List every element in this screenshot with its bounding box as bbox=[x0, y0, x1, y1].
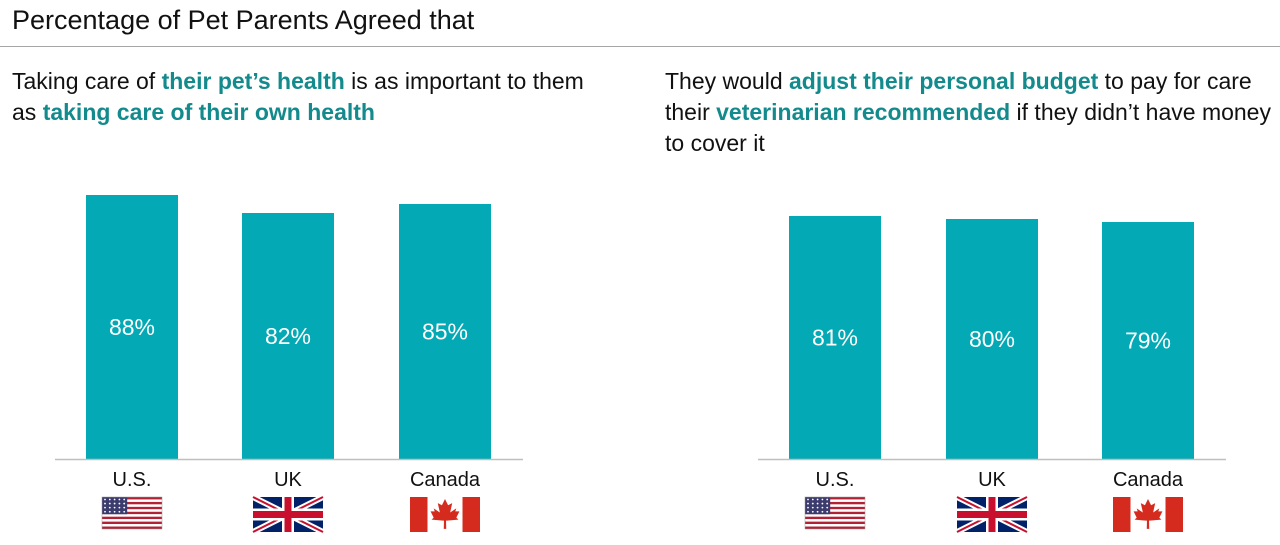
us-flag-icon bbox=[804, 496, 866, 530]
subtitle-text: Taking care of bbox=[12, 68, 162, 94]
subtitle-highlight: veterinarian recommended bbox=[716, 99, 1011, 125]
data-label: 85% bbox=[422, 319, 468, 345]
category-label: UK bbox=[978, 469, 1006, 491]
category-label: Canada bbox=[1113, 469, 1184, 491]
data-label: 81% bbox=[812, 325, 858, 351]
chart-2: 81% U.S. 80% UK 79% Canada bbox=[758, 216, 1226, 535]
category-label: UK bbox=[274, 469, 302, 491]
data-label: 80% bbox=[969, 326, 1015, 352]
data-label: 82% bbox=[265, 323, 311, 349]
subtitle-text: They would bbox=[665, 68, 790, 94]
category-label: U.S. bbox=[816, 469, 855, 491]
uk-flag-icon bbox=[251, 494, 325, 535]
data-label: 88% bbox=[109, 314, 155, 340]
subtitle-highlight: adjust their personal budget bbox=[789, 68, 1099, 94]
category-label: U.S. bbox=[113, 469, 152, 491]
chart-1: 88% U.S. 82% UK 85% Canada bbox=[55, 195, 523, 535]
subtitle-text: if they didn’t have money to cover it bbox=[665, 99, 1271, 156]
canada-flag-icon bbox=[1113, 497, 1183, 532]
page-title: Percentage of Pet Parents Agreed that bbox=[12, 5, 475, 35]
bar-us bbox=[86, 195, 178, 459]
canada-flag-icon bbox=[410, 497, 480, 532]
subtitle-text: is as important to them as bbox=[12, 68, 584, 125]
us-flag-icon bbox=[101, 496, 163, 530]
subtitle-highlight: taking care of their own health bbox=[42, 99, 375, 125]
title-divider bbox=[0, 46, 1280, 47]
subtitle-text: to pay for care their bbox=[665, 68, 1252, 125]
category-label: Canada bbox=[410, 469, 481, 491]
chart-2-subtitle: They would adjust their personal budget … bbox=[665, 66, 1275, 159]
subtitle-highlight: their pet’s health bbox=[161, 68, 345, 94]
bar-uk bbox=[946, 219, 1038, 459]
chart-1-subtitle: Taking care of their pet’s health is as … bbox=[12, 66, 612, 128]
uk-flag-icon bbox=[955, 494, 1029, 535]
data-label: 79% bbox=[1125, 328, 1171, 354]
bar-canada bbox=[1102, 222, 1194, 459]
bar-uk bbox=[242, 213, 334, 459]
bar-us bbox=[789, 216, 881, 459]
bar-canada bbox=[399, 204, 491, 459]
